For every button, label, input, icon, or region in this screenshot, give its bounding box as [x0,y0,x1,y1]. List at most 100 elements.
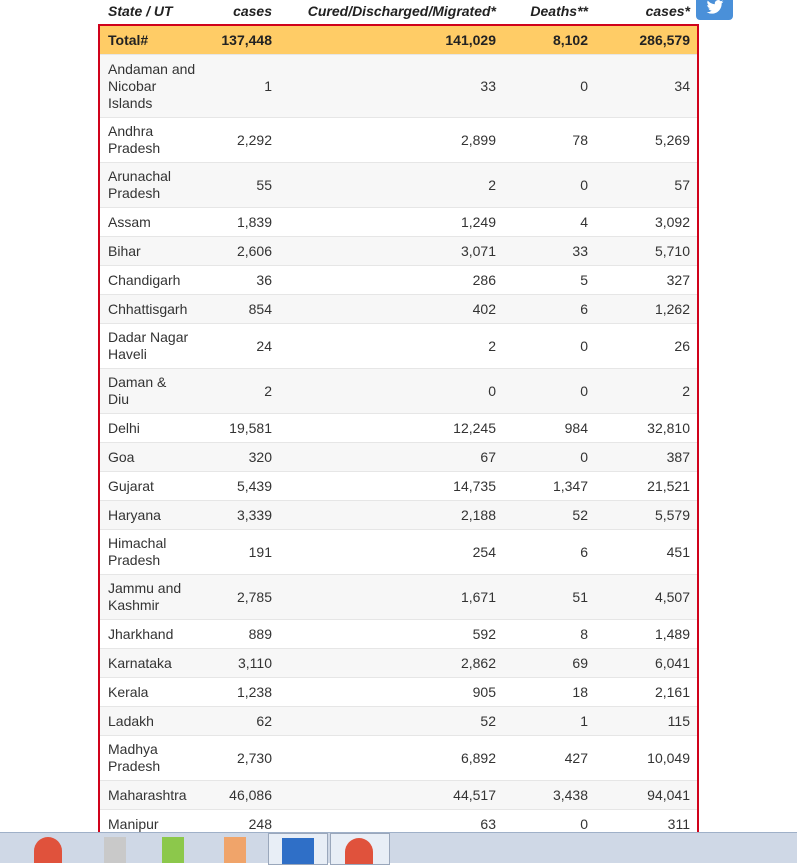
cell-cases: 36 [256,272,272,288]
cell-name: Himachal Pradesh [108,535,167,568]
cell-cases: 46,086 [229,787,272,803]
state-table: Total# 137,448 141,029 8,102 286,579 And… [98,24,699,840]
taskbar-button[interactable] [330,833,390,865]
cell-total: 286,579 [639,32,690,48]
taskbar-app-icon[interactable] [104,837,126,863]
cell-name: Karnataka [108,654,172,671]
table-row: Delhi 19,581 12,245 984 32,810 [100,414,697,443]
header-cured: Cured/Discharged/Migrated* [307,3,496,19]
cell-deaths: 0 [580,449,588,465]
cell-total: 2 [682,383,690,399]
cell-name: Chandigarh [108,271,181,288]
cell-name: Maharashtra [108,786,187,803]
cell-name: Madhya Pradesh [108,741,161,774]
cell-cured: 2,188 [460,507,496,523]
cell-total: 5,579 [654,507,690,523]
cell-cases: 320 [248,449,272,465]
cell-deaths: 6 [580,544,588,560]
cell-cases: 1 [264,78,272,94]
cell-cured: 2,862 [460,655,496,671]
taskbar-app-icon[interactable] [162,837,184,863]
cell-cured: 1,671 [460,589,496,605]
cell-total: 4,507 [654,589,690,605]
cell-cases: 248 [248,816,272,832]
cell-cured: 52 [480,713,496,729]
cell-total: 2,161 [654,684,690,700]
header-state: State / UT [108,3,173,19]
cell-name: Gujarat [108,477,154,494]
cell-cured: 592 [472,626,496,642]
cell-cured: 6,892 [460,750,496,766]
table-row: Jharkhand 889 592 8 1,489 [100,620,697,649]
cell-cured: 67 [480,449,496,465]
cell-total: 10,049 [647,750,690,766]
cell-cases: 19,581 [229,420,272,436]
cell-name: Goa [108,448,135,465]
taskbar-app-icon [282,838,314,864]
cell-name: Assam [108,213,151,230]
cell-cured: 14,735 [453,478,496,494]
taskbar-app-icon[interactable] [224,837,246,863]
cell-cases: 5,439 [236,478,272,494]
cell-total: 451 [666,544,690,560]
taskbar-button[interactable] [268,833,328,865]
table-row: Andaman and Nicobar Islands 1 33 0 34 [100,55,697,118]
cell-deaths: 18 [572,684,588,700]
cell-cases: 3,110 [238,655,272,671]
cell-deaths: 3,438 [552,787,588,803]
cell-total: 5,269 [654,132,690,148]
table-row: Manipur 248 63 0 311 [100,810,697,838]
cell-name: Jammu and Kashmir [108,580,182,613]
cell-total: 32,810 [647,420,690,436]
cell-cases: 55 [256,177,272,193]
table-row: Dadar Nagar Haveli 24 2 0 26 [100,324,697,369]
table-row: Andhra Pradesh 2,292 2,899 78 5,269 [100,118,697,163]
table-row: Himachal Pradesh 191 254 6 451 [100,530,697,575]
cell-cured: 3,071 [460,243,496,259]
cell-cured: 286 [472,272,496,288]
cell-total: 1,489 [654,626,690,642]
cell-name: Chhattisgarh [108,300,188,317]
cell-total: 57 [674,177,690,193]
cell-deaths: 69 [572,655,588,671]
cell-cases: 62 [256,713,272,729]
cell-name: Haryana [108,506,161,523]
cell-cured: 63 [480,816,496,832]
table-row: Ladakh 62 52 1 115 [100,707,697,736]
cell-cases: 137,448 [221,32,272,48]
taskbar [0,832,797,865]
table-row: Gujarat 5,439 14,735 1,347 21,521 [100,472,697,501]
cell-cases: 24 [256,338,272,354]
twitter-share-button[interactable] [696,0,733,20]
cell-cured: 2,899 [460,132,496,148]
taskbar-app-icon[interactable] [34,837,62,863]
cell-deaths: 51 [572,589,588,605]
cell-cases: 2,606 [236,243,272,259]
cell-name: Delhi [108,419,140,436]
cell-deaths: 0 [580,177,588,193]
cell-cases: 1,238 [236,684,272,700]
table-row: Arunachal Pradesh 55 2 0 57 [100,163,697,208]
cell-total: 1,262 [654,301,690,317]
cell-cases: 2,785 [236,589,272,605]
cell-cases: 2 [264,383,272,399]
cell-deaths: 52 [572,507,588,523]
cell-total: 311 [667,816,690,832]
cell-deaths: 33 [572,243,588,259]
cell-total: 327 [666,272,690,288]
cell-deaths: 5 [580,272,588,288]
table-header: State / UT cases Cured/Discharged/Migrat… [100,0,697,24]
cell-deaths: 78 [572,132,588,148]
cell-cured: 254 [472,544,496,560]
cell-cured: 141,029 [445,32,496,48]
table-row: Assam 1,839 1,249 4 3,092 [100,208,697,237]
cell-total: 3,092 [654,214,690,230]
table-row: Haryana 3,339 2,188 52 5,579 [100,501,697,530]
cell-name: Jharkhand [108,625,174,642]
cell-total: 94,041 [647,787,690,803]
cell-deaths: 0 [580,816,588,832]
cell-name: Dadar Nagar Haveli [108,329,189,362]
cell-deaths: 8,102 [552,32,588,48]
cell-cases: 889 [248,626,272,642]
cell-cured: 33 [480,78,496,94]
